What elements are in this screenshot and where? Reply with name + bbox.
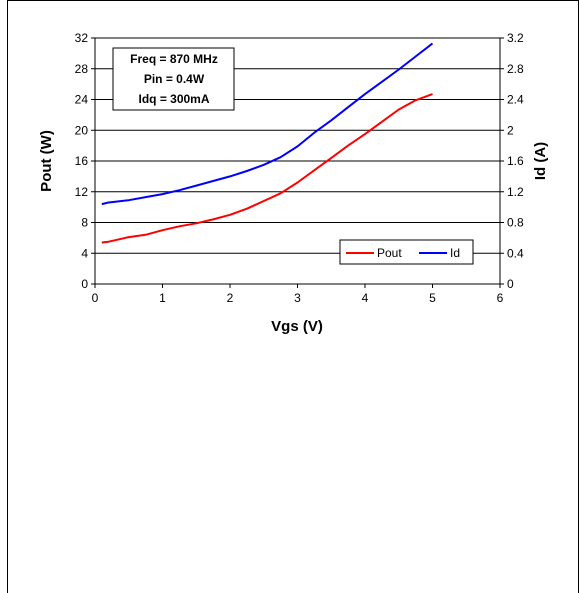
annotation-border <box>112 47 235 111</box>
annotation-box: Freq = 870 MHz Pin = 0.4W Idq = 300mA <box>112 47 235 111</box>
annotation-line-idq: Idq = 300mA <box>138 92 209 106</box>
y-right-tick-label: 2 <box>507 123 514 137</box>
x-tick-label: 1 <box>159 291 166 305</box>
y-right-tick-label: 2.8 <box>507 62 524 76</box>
y-left-tick-label: 24 <box>75 93 89 107</box>
legend-label-pout: Pout <box>377 246 402 260</box>
y-right-tick-label: 1.6 <box>507 154 524 168</box>
frame-border-left <box>7 0 8 593</box>
y-left-tick-label: 4 <box>81 246 88 260</box>
legend-label-id: Id <box>450 246 460 260</box>
y-left-tick-label: 12 <box>75 185 89 199</box>
y-axis-left-title: Pout (W) <box>38 130 55 192</box>
y-left-tick-label: 16 <box>75 154 89 168</box>
x-tick-label: 6 <box>497 291 504 305</box>
legend: Pout Id <box>339 239 474 265</box>
y-right-tick-label: 0.8 <box>507 216 524 230</box>
y-left-tick-label: 0 <box>81 277 88 291</box>
y-left-tick-label: 28 <box>75 62 89 76</box>
x-tick-label: 4 <box>362 291 369 305</box>
series-line-pout <box>101 93 433 244</box>
y-right-tick-label: 2.4 <box>507 93 524 107</box>
frame-border-top <box>7 0 579 1</box>
y-right-tick-label: 0 <box>507 277 514 291</box>
tick-labels: 0 04 0.48 0.812 1.216 1.620 224 2.428 2.832 3.20 1… <box>75 31 524 305</box>
series-line-id <box>101 42 434 206</box>
y-left-tick-label: 20 <box>75 123 89 137</box>
x-tick-label: 3 <box>294 291 301 305</box>
x-tick-label: 0 <box>92 291 99 305</box>
x-tick-label: 2 <box>227 291 234 305</box>
annotation-line-pin: Pin = 0.4W <box>144 72 205 86</box>
annotation-line-freq: Freq = 870 MHz <box>130 52 218 66</box>
x-tick-label: 5 <box>429 291 436 305</box>
y-right-tick-label: 1.2 <box>507 185 524 199</box>
series-lines <box>101 42 434 244</box>
y-right-tick-label: 0.4 <box>507 246 524 260</box>
y-left-tick-label: 8 <box>81 216 88 230</box>
x-axis-title: Vgs (V) <box>271 318 323 335</box>
y-right-tick-label: 3.2 <box>507 31 524 45</box>
y-axis-right-title: Id (A) <box>532 142 549 180</box>
y-left-tick-label: 32 <box>75 31 89 45</box>
axes <box>91 37 504 288</box>
